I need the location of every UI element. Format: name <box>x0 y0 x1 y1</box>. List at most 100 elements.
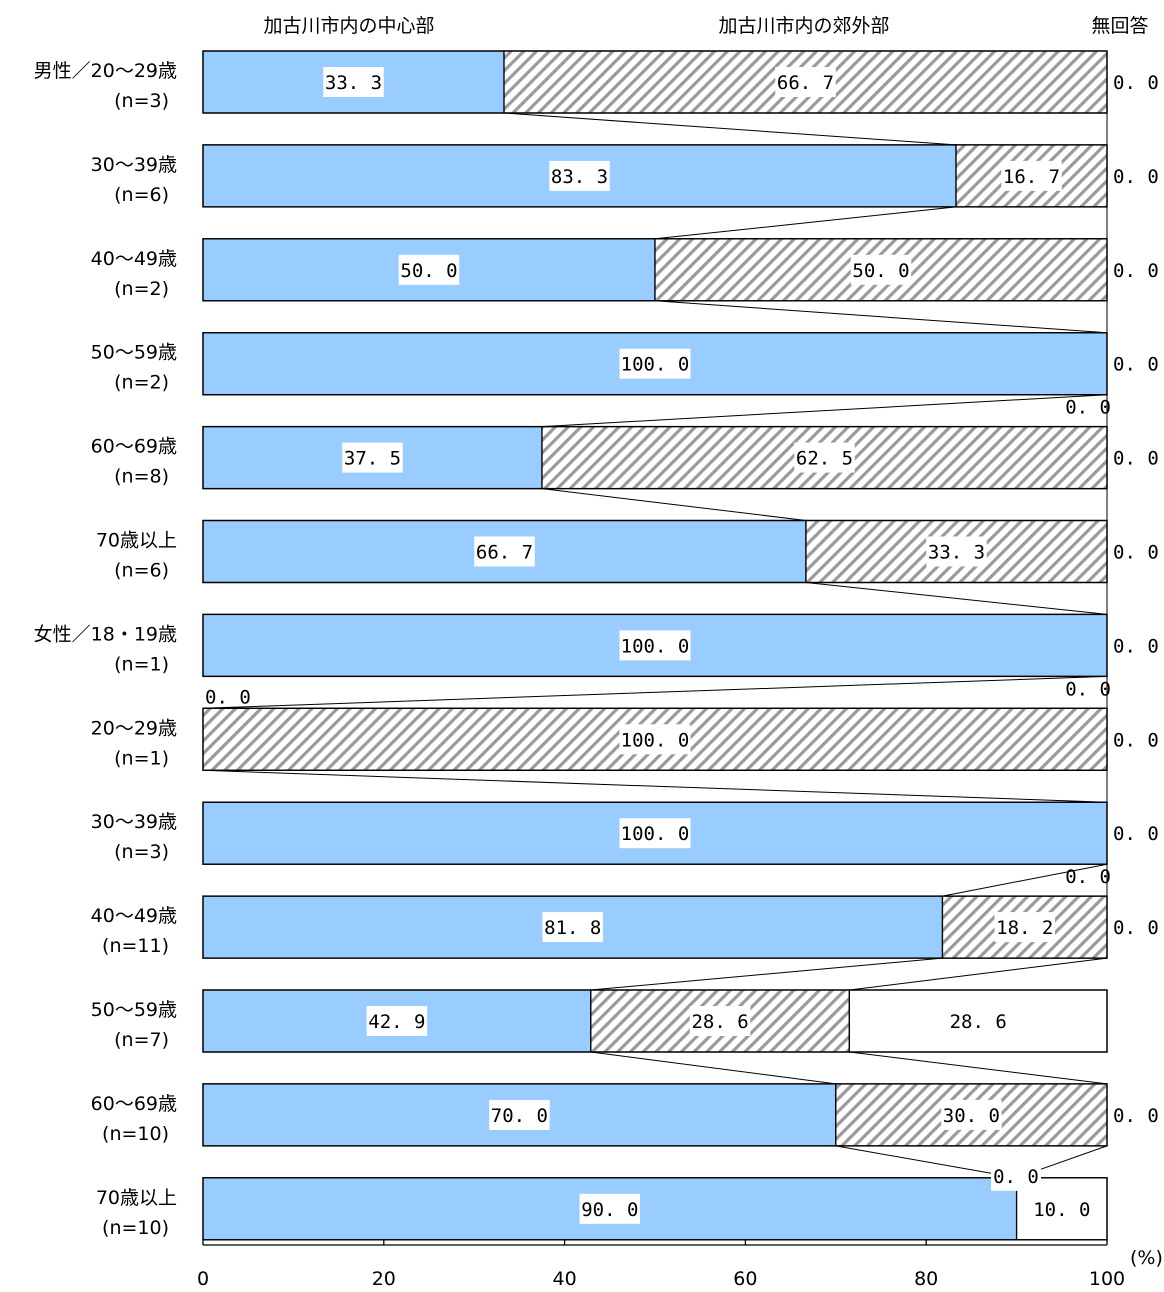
data-label-text: 0. 0 <box>1065 397 1111 419</box>
data-label-box <box>941 1099 1002 1130</box>
category-label: 70歳以上 <box>96 1187 177 1209</box>
series-headers: 加古川市内の中心部 加古川市内の郊外部 無回答 <box>263 15 1148 37</box>
bar-outline <box>202 801 1108 865</box>
connector-line <box>590 957 943 991</box>
data-label: 28. 6 <box>689 1006 751 1036</box>
category-label: 女性／18・19歳 <box>34 623 177 645</box>
data-label-text: 70. 0 <box>491 1105 548 1127</box>
data-label: 0. 0 <box>1065 866 1111 888</box>
data-label-box <box>323 67 384 97</box>
category-label: 50～59歳 <box>91 342 177 364</box>
category-label: 20～29歳 <box>91 717 177 739</box>
bar-segment-noanswer <box>848 989 1108 1053</box>
category-n-label: (n=6) <box>114 560 169 582</box>
data-label: 100. 0 <box>619 818 691 849</box>
data-label-box <box>1001 160 1062 191</box>
data-label: 100. 0 <box>619 724 691 755</box>
data-label: 0. 0 <box>991 1160 1041 1191</box>
data-label-text: 100. 0 <box>621 635 690 657</box>
data-label: 70. 0 <box>489 1099 550 1130</box>
category-n-label: (n=6) <box>114 184 169 206</box>
data-label-text: 66. 7 <box>476 542 533 564</box>
data-label: 0. 0 <box>1113 260 1159 282</box>
data-label-text: 66. 7 <box>777 72 834 94</box>
data-label-text: 30. 0 <box>943 1105 1000 1127</box>
data-label-box <box>366 1006 428 1036</box>
data-label-text: 0. 0 <box>1113 729 1159 751</box>
data-label: 83. 3 <box>549 160 610 191</box>
category-n-label: (n=2) <box>114 372 169 394</box>
data-label-box <box>689 1006 751 1036</box>
bar-outline <box>202 1177 1108 1241</box>
data-label-box <box>619 348 691 379</box>
category-n-label: (n=1) <box>114 747 169 769</box>
data-label-box <box>549 160 610 191</box>
data-label-text: 0. 0 <box>1113 354 1159 376</box>
data-label-text: 0. 0 <box>1113 823 1159 845</box>
data-label-text: 100. 0 <box>621 729 690 751</box>
data-label: 30. 0 <box>941 1099 1002 1130</box>
connector-line <box>541 488 807 521</box>
data-label-text: 0. 0 <box>1113 448 1159 470</box>
data-label-text: 100. 0 <box>621 354 690 376</box>
data-label-text: 0. 0 <box>1113 166 1159 188</box>
category-n-label: (n=7) <box>114 1029 169 1051</box>
data-label-text: 81. 8 <box>544 917 601 939</box>
category-n-label: (n=11) <box>102 935 169 957</box>
data-label-text: 100. 0 <box>621 823 690 845</box>
data-label-text: 0. 0 <box>1065 866 1111 888</box>
bar-outline <box>202 613 1108 678</box>
connector-line <box>835 1145 1017 1179</box>
data-label: 0. 0 <box>1113 823 1159 845</box>
x-axis: 0 20 40 60 80 100(%) <box>197 1239 1163 1290</box>
x-tick-label: 80 <box>914 1268 938 1290</box>
data-label-box <box>794 442 855 473</box>
data-label: 0. 0 <box>1113 448 1159 470</box>
data-label-text: 0. 0 <box>205 686 251 708</box>
data-label: 18. 2 <box>994 912 1055 943</box>
data-label-text: 62. 5 <box>796 448 853 470</box>
data-label: 0. 0 <box>1113 635 1159 657</box>
data-label: 50. 0 <box>850 254 912 285</box>
data-label: 0. 0 <box>205 686 251 708</box>
category-label: 男性／20～29歳 <box>34 60 177 82</box>
bar-outline <box>202 989 1108 1053</box>
data-label-box <box>619 630 691 661</box>
data-label-box <box>579 1193 641 1224</box>
connector-line <box>590 1051 836 1085</box>
category-labels: 男性／20～29歳 (n=3) 30～39歳 (n=6) 40～49歳 (n=2) 50～5… <box>34 60 177 1239</box>
data-label: 42. 9 <box>366 1006 428 1036</box>
data-label: 66. 7 <box>775 67 836 97</box>
data-label: 0. 0 <box>1113 166 1159 188</box>
category-n-label: (n=1) <box>114 653 169 675</box>
data-label-text: 0. 0 <box>993 1166 1039 1188</box>
bar-outline <box>202 144 1108 208</box>
data-label: 0. 0 <box>1113 1105 1159 1127</box>
connector-line <box>202 675 1108 709</box>
category-n-label: (n=10) <box>102 1217 169 1239</box>
data-label-box <box>850 254 912 285</box>
category-label: 30～39歳 <box>91 154 177 176</box>
data-label-text: 33. 3 <box>928 542 985 564</box>
bar-outline <box>202 707 1108 771</box>
category-label: 40～49歳 <box>91 248 177 270</box>
category-label: 40～49歳 <box>91 905 177 927</box>
data-label-text: 90. 0 <box>581 1199 638 1221</box>
data-label-box <box>926 536 987 567</box>
data-label: 0. 0 <box>1113 72 1159 94</box>
data-label-text: 0. 0 <box>1113 1105 1159 1127</box>
data-label: 0. 0 <box>1113 542 1159 564</box>
data-label: 37. 5 <box>342 442 403 473</box>
data-label: 0. 0 <box>1113 354 1159 376</box>
data-label-text: 83. 3 <box>551 166 608 188</box>
category-n-label: (n=3) <box>114 841 169 863</box>
data-label: 10. 0 <box>1033 1199 1090 1221</box>
data-label: 0. 0 <box>1113 917 1159 939</box>
category-n-label: (n=8) <box>114 466 169 488</box>
data-label-text: 28. 6 <box>691 1011 748 1033</box>
data-label-text: 33. 3 <box>325 72 382 94</box>
x-tick-label: 100 <box>1089 1268 1125 1290</box>
connector-line <box>942 863 1108 897</box>
x-tick-label: 40 <box>553 1268 577 1290</box>
data-label: 0. 0 <box>1065 397 1111 419</box>
